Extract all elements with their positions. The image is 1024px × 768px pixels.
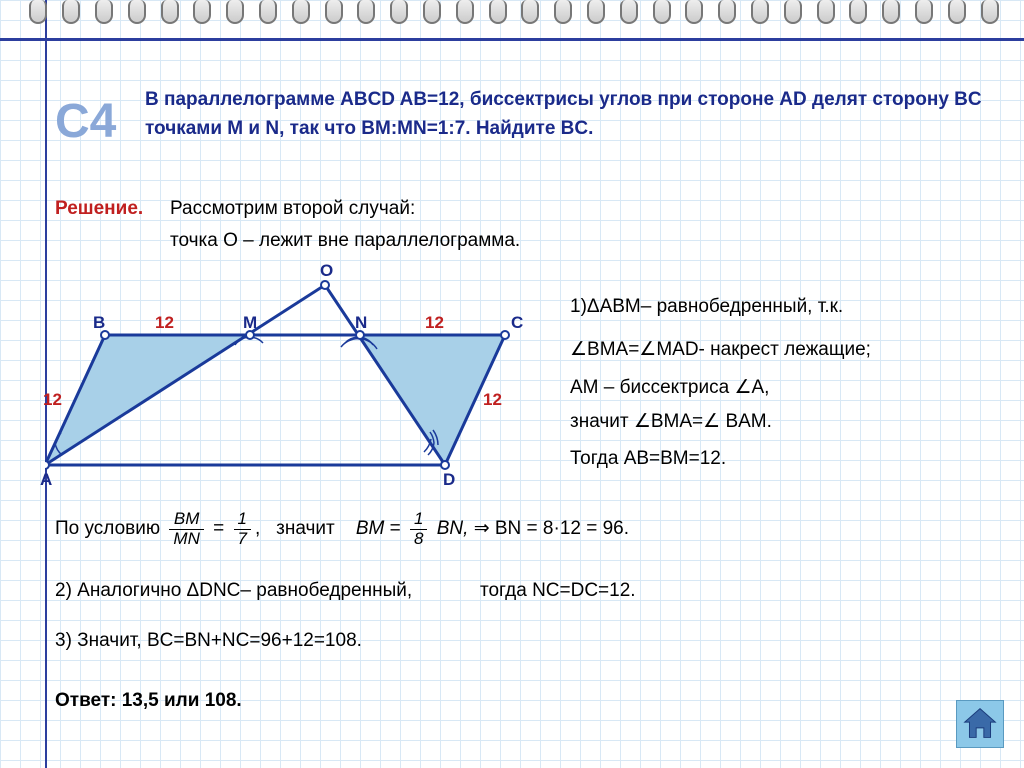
geometry-diagram: A B C D M N O 12 12 12 12 — [45, 275, 550, 485]
home-button[interactable] — [956, 700, 1004, 748]
cond-mid: значит — [276, 518, 335, 539]
step-1b: ∠BMA=∠MAD- накрест лежащие; — [570, 338, 871, 361]
label-N: N — [355, 313, 367, 333]
case2-line1: Рассмотрим второй случай: — [170, 198, 415, 220]
step-1d: значит ∠BMA=∠ BAM. — [570, 410, 772, 433]
val-AB: 12 — [43, 390, 62, 410]
label-C: C — [511, 313, 523, 333]
step-2b: тогда NC=DC=12. — [480, 580, 636, 602]
frac-1-7: 1 7 — [234, 510, 251, 548]
condition-line: По условию BM MN = 1 7 , значит BM = 1 8… — [55, 510, 629, 548]
step-1e: Тогда AB=BM=12. — [570, 448, 726, 470]
answer: Ответ: 13,5 или 108. — [55, 690, 242, 712]
label-D: D — [443, 470, 455, 490]
label-M: M — [243, 313, 257, 333]
label-A: A — [40, 470, 52, 490]
label-O: O — [320, 261, 333, 281]
frac-1-8: 1 8 — [410, 510, 427, 548]
frac2-rhs: BN, — [437, 518, 469, 539]
step-1a: 1)ΔABM– равнобедренный, т.к. — [570, 296, 843, 318]
cond-pre: По условию — [55, 518, 160, 539]
val-CD: 12 — [483, 390, 502, 410]
frac2-lhs: BM — [356, 518, 385, 539]
cond-post: ⇒ BN = 8·12 = 96. — [474, 518, 629, 539]
problem-text: В параллелограмме ABCD AB=12, биссектрис… — [145, 86, 994, 143]
val-NC: 12 — [425, 313, 444, 333]
val-BM: 12 — [155, 313, 174, 333]
case2-line2: точка O – лежит вне параллелограмма. — [170, 230, 520, 252]
task-number: C4 — [55, 94, 116, 149]
step-1c: AM – биссектриса ∠A, — [570, 376, 769, 399]
step-2: 2) Аналогично ΔDNC– равнобедренный, — [55, 580, 412, 602]
solution-label: Решение. — [55, 198, 143, 220]
content-area: C4 В параллелограмме ABCD AB=12, биссект… — [0, 50, 1024, 768]
step-3: 3) Значит, BC=BN+NC=96+12=108. — [55, 630, 362, 652]
spiral-binding — [0, 0, 1024, 40]
frac-bm-mn: BM MN — [169, 510, 203, 548]
label-B: B — [93, 313, 105, 333]
home-icon — [957, 701, 1003, 747]
